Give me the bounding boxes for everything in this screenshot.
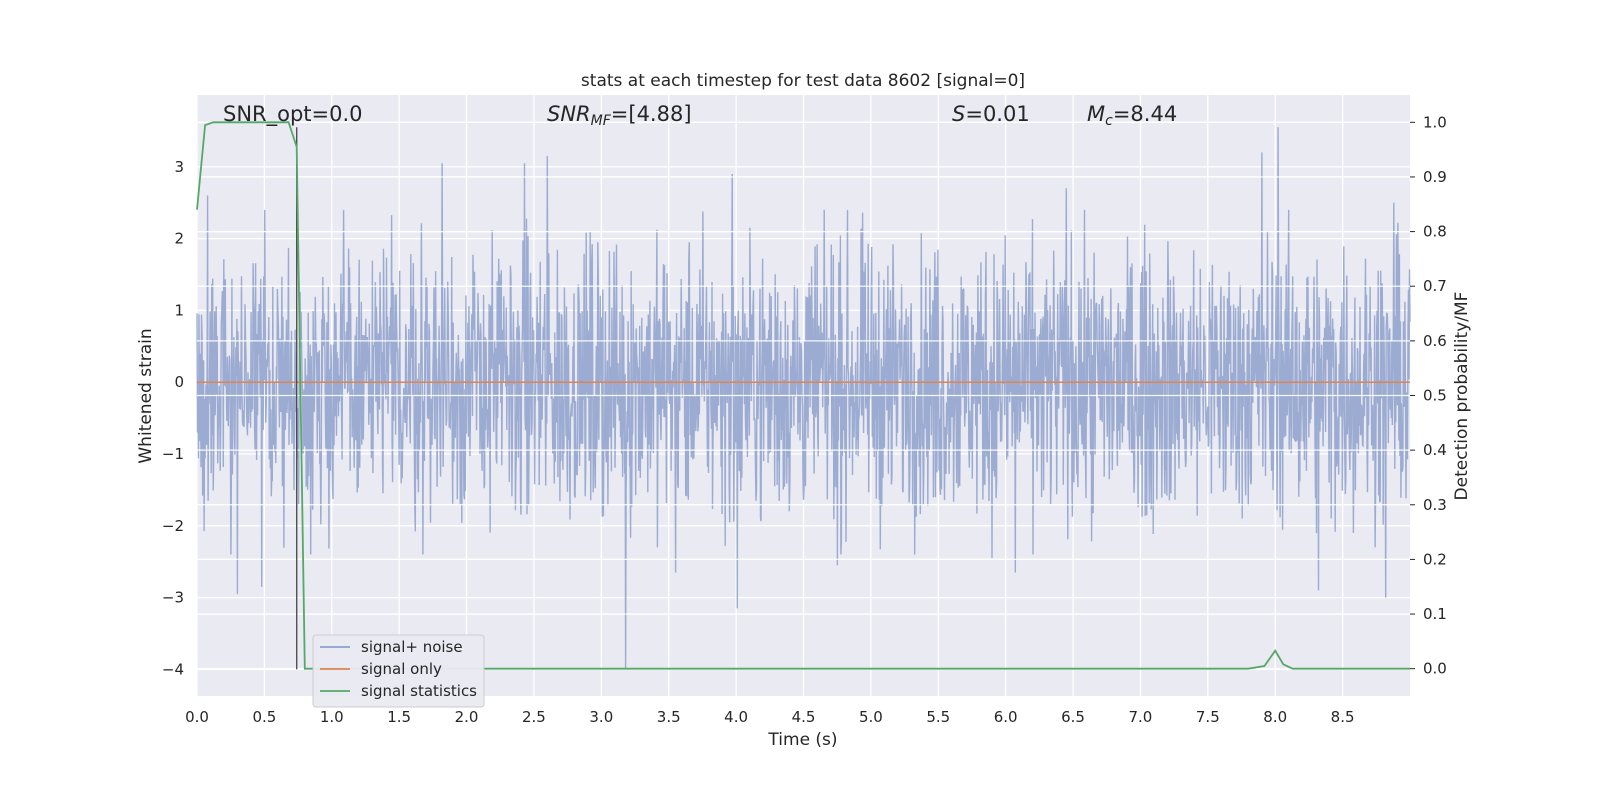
x-tick-label: 3.0: [589, 708, 613, 726]
y2-axis-title: Detection probability/MF: [1452, 292, 1472, 501]
x-tick-label: 8.5: [1331, 708, 1355, 726]
x-tick-label: 2.0: [455, 708, 479, 726]
y2-tick-label: 0.3: [1423, 496, 1447, 514]
y-tick-label: 0: [174, 373, 184, 391]
y-axis-title: Whitened strain: [136, 328, 156, 463]
x-tick-label: 1.0: [320, 708, 344, 726]
x-tick-label: 5.0: [859, 708, 883, 726]
signal-noise-line: [196, 127, 1411, 670]
x-tick-label: 6.5: [1061, 708, 1085, 726]
y-tick-label: 1: [174, 301, 184, 319]
x-tick-label: 0.0: [185, 708, 209, 726]
x-tick-label: 2.5: [522, 708, 546, 726]
y2-tick-label: 0.2: [1423, 550, 1447, 568]
signal-noise-series: [196, 127, 1411, 670]
x-tick-label: 5.5: [926, 708, 950, 726]
x-tick-label: 8.0: [1263, 708, 1287, 726]
x-tick-label: 3.5: [657, 708, 681, 726]
y-tick-label: −1: [162, 445, 184, 463]
y2-tick-label: 0.9: [1423, 168, 1447, 186]
annotation-snr-opt: SNR_opt=0.0: [223, 102, 363, 127]
x-axis-title: Time (s): [767, 730, 837, 750]
y2-tick-label: 0.0: [1423, 660, 1447, 678]
y-tick-label: 3: [174, 158, 184, 176]
x-tick-label: 6.0: [994, 708, 1018, 726]
chart-title: stats at each timestep for test data 860…: [581, 71, 1025, 91]
x-tick-label: 1.5: [387, 708, 411, 726]
annotation-mc: Mc=8.44: [1087, 102, 1177, 129]
signal-statistics-line: [196, 121, 1410, 670]
y-tick-label: −2: [162, 517, 184, 535]
y2-tick-label: 0.4: [1423, 441, 1447, 459]
y2-tick-label: 0.8: [1423, 223, 1447, 241]
legend: signal+ noise signal only signal statist…: [312, 634, 485, 708]
annotation-snr-mf: SNRMF=[4.88]: [547, 102, 692, 129]
legend-box: [312, 634, 485, 708]
x-tick-label: 0.5: [252, 708, 276, 726]
y-tick-label: −4: [162, 660, 184, 678]
y2-tick-label: 0.7: [1423, 277, 1447, 295]
y2-tick-label: 0.5: [1423, 387, 1447, 405]
legend-label-signal: signal only: [361, 660, 442, 678]
x-tick-label: 7.0: [1129, 708, 1153, 726]
y2-tick-label: 0.1: [1423, 605, 1447, 623]
annotation-s: S=0.01: [952, 102, 1030, 126]
y2-tick-label: 1.0: [1423, 113, 1447, 131]
tick-labels: 0.0 0.5 1.0 1.5 2.0 2.5 3.0 3.5 4.0 4.5 5.0 5.5 6.0 6…: [162, 113, 1447, 726]
legend-label-noise: signal+ noise: [361, 638, 463, 656]
x-tick-label: 7.5: [1196, 708, 1220, 726]
y-tick-label: −3: [162, 589, 184, 607]
legend-label-stats: signal statistics: [361, 682, 477, 700]
y2-tick-label: 0.6: [1423, 332, 1447, 350]
x-tick-label: 4.0: [724, 708, 748, 726]
x-tick-label: 4.5: [792, 708, 816, 726]
y-tick-label: 2: [174, 230, 184, 248]
